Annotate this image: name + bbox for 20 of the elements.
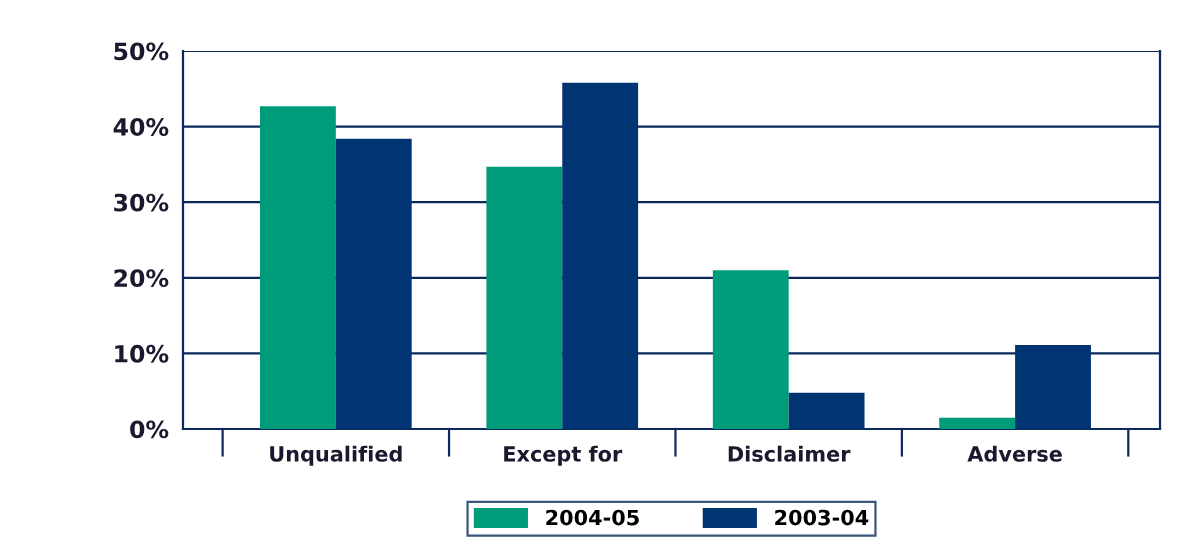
bar bbox=[712, 270, 789, 429]
y-tick-label: 50% bbox=[114, 42, 169, 61]
legend-label: 2003-04 bbox=[775, 509, 869, 526]
bar bbox=[259, 106, 336, 429]
y-tick-label: 20% bbox=[114, 269, 169, 288]
x-tick-label: Unqualified bbox=[270, 445, 402, 466]
y-tick-label: 30% bbox=[114, 193, 169, 212]
x-tick-label: Except for bbox=[504, 445, 623, 466]
y-tick-label: 10% bbox=[115, 344, 169, 363]
bar bbox=[562, 82, 639, 429]
bar bbox=[939, 417, 1016, 429]
x-tick-label: Adverse bbox=[967, 445, 1062, 462]
bar bbox=[335, 138, 412, 429]
x-tick-label: Disclaimer bbox=[728, 445, 851, 462]
y-tick-label: 0% bbox=[130, 420, 169, 439]
bar bbox=[486, 166, 563, 429]
y-tick-label: 40% bbox=[113, 118, 169, 136]
bar bbox=[788, 392, 865, 429]
legend-label: 2004-05 bbox=[546, 509, 639, 526]
bar bbox=[1015, 345, 1091, 429]
